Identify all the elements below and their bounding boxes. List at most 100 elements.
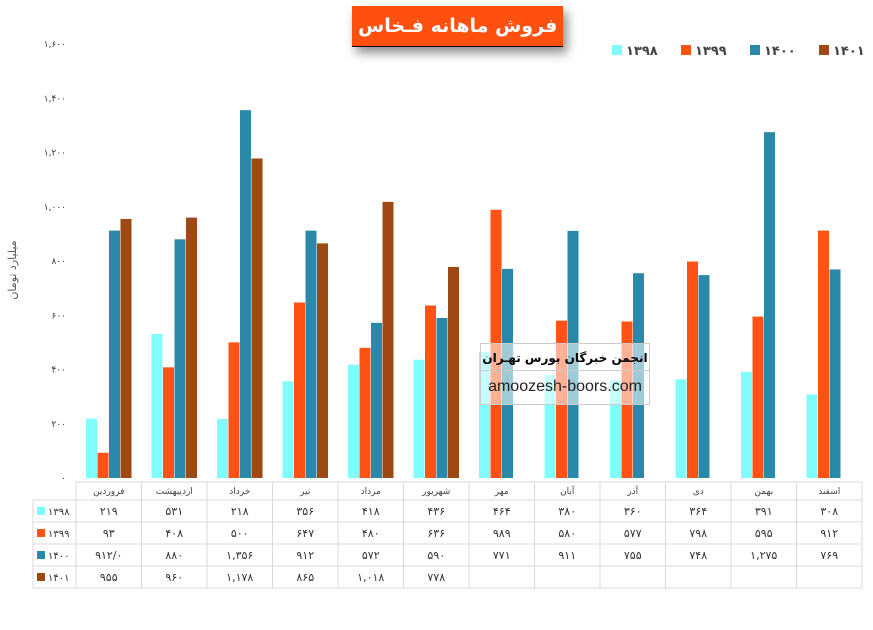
data-label: ۵۹۰ — [427, 549, 445, 562]
legend-swatch — [819, 45, 829, 55]
data-label: ۵۷۲ — [362, 549, 380, 562]
data-label: ۶۴۷ — [296, 527, 314, 540]
data-label: ۵۹۵ — [755, 527, 773, 540]
bar-1-0 — [97, 452, 109, 478]
data-label: ۸۸۰ — [165, 549, 183, 562]
bar-2-5 — [436, 317, 448, 478]
data-label: ۵۸۰ — [558, 527, 576, 540]
category-label: بهمن — [754, 487, 773, 497]
category-label: اردیبهشت — [156, 487, 193, 497]
bar-1-9 — [687, 261, 698, 478]
data-label: ۷۵۵ — [624, 549, 642, 562]
data-label: ۴۰۸ — [165, 527, 183, 540]
bar-1-5 — [425, 305, 436, 478]
bar-2-1 — [174, 239, 186, 478]
y-tick-label: ۲۰۰ — [51, 420, 66, 430]
bar-2-4 — [371, 322, 382, 478]
bar-3-3 — [317, 243, 328, 478]
y-axis-label: میلیارد تومان — [6, 240, 19, 299]
data-label: ۵۷۷ — [624, 527, 642, 540]
y-tick-label: ۰ — [61, 474, 66, 484]
data-label: ۴۸۰ — [362, 527, 380, 540]
legend-label: ۱۳۹۸ — [626, 44, 658, 59]
bar-0-11 — [806, 394, 818, 478]
y-tick-label: ۶۰۰ — [51, 311, 66, 321]
data-label: ۴۳۶ — [427, 505, 445, 518]
legend-label: ۱۴۰۰ — [764, 44, 796, 59]
watermark-url: amoozesh-boors.com — [488, 378, 642, 395]
legend-swatch — [681, 45, 691, 55]
data-label: ۱,۱۷۸ — [226, 571, 253, 584]
table-series-label: ۱۳۹۹ — [48, 529, 69, 540]
bar-0-7 — [544, 374, 556, 478]
data-label: ۱,۲۷۵ — [750, 549, 777, 562]
table-legend-swatch — [37, 551, 45, 559]
data-label: ۱,۰۱۸ — [357, 571, 384, 584]
table-legend-swatch — [37, 573, 45, 581]
data-label: ۴۱۸ — [362, 505, 380, 518]
category-label: فروردین — [93, 487, 124, 497]
bar-3-1 — [186, 217, 197, 478]
y-tick-label: ۱,۶۰۰ — [44, 40, 66, 50]
data-label: ۳۸۰ — [558, 505, 576, 518]
bar-0-1 — [151, 333, 163, 478]
data-label: ۳۰۸ — [820, 505, 838, 518]
category-label: مرداد — [361, 487, 381, 497]
data-label: ۹۱۲/۰ — [95, 549, 122, 562]
bar-1-4 — [359, 347, 371, 478]
table-series-label: ۱۳۹۸ — [48, 507, 70, 518]
data-label: ۴۶۴ — [493, 505, 511, 518]
bar-2-10 — [764, 132, 775, 478]
category-label: دی — [693, 487, 704, 497]
bar-2-9 — [698, 275, 710, 478]
category-label: شهریور — [421, 487, 450, 497]
data-label: ۹۵۵ — [100, 571, 118, 584]
data-label: ۹۱۲ — [296, 549, 314, 562]
data-label: ۷۴۸ — [689, 549, 707, 562]
bar-0-4 — [348, 364, 359, 478]
y-tick-label: ۴۰۰ — [51, 366, 66, 376]
legend-label: ۱۳۹۹ — [695, 44, 727, 59]
table-series-label: ۱۴۰۱ — [48, 573, 69, 584]
legend-label: ۱۴۰۱ — [833, 44, 865, 59]
data-label: ۶۳۶ — [427, 527, 445, 540]
bar-1-10 — [752, 316, 764, 478]
bar-1-3 — [294, 302, 305, 478]
bar-0-5 — [413, 359, 425, 478]
bar-3-4 — [382, 201, 394, 478]
bar-0-8 — [610, 380, 621, 478]
data-label: ۲۱۹ — [100, 505, 118, 518]
y-tick-label: ۸۰۰ — [51, 257, 66, 267]
watermark: انجمن خبرگان بورس تهـران amoozesh-boors.… — [480, 343, 650, 405]
bar-0-6 — [479, 352, 490, 478]
bar-1-11 — [818, 230, 829, 478]
bar-2-0 — [109, 230, 120, 478]
data-label: ۵۳۱ — [165, 505, 183, 518]
bar-3-5 — [448, 266, 459, 478]
bar-2-11 — [829, 269, 841, 478]
data-label: ۲۱۸ — [231, 505, 249, 518]
bar-1-1 — [163, 367, 174, 478]
y-tick-label: ۱,۴۰۰ — [44, 94, 66, 104]
data-label: ۱,۳۵۶ — [226, 549, 253, 562]
legend-swatch — [612, 45, 622, 55]
legend-swatch — [750, 45, 760, 55]
table-series-label: ۱۴۰۰ — [48, 551, 69, 562]
bar-3-2 — [251, 158, 263, 478]
data-label: ۸۶۵ — [296, 571, 314, 584]
data-label: ۳۶۰ — [624, 505, 642, 518]
category-label: اسفند — [818, 487, 840, 497]
category-label: آبان — [560, 485, 575, 497]
data-label: ۹۸۹ — [493, 527, 511, 540]
category-label: تیر — [299, 487, 311, 497]
data-label: ۹۱۱ — [558, 549, 576, 562]
data-label: ۳۵۶ — [296, 505, 314, 518]
bar-0-10 — [741, 371, 752, 478]
y-tick-label: ۱,۰۰۰ — [44, 203, 66, 213]
bar-1-2 — [228, 342, 240, 478]
data-label: ۵۰۰ — [231, 527, 249, 540]
chart-title: فروش ماهانه فـخاس — [352, 6, 564, 47]
data-label: ۳۶۴ — [689, 505, 707, 518]
bar-0-3 — [282, 381, 294, 478]
